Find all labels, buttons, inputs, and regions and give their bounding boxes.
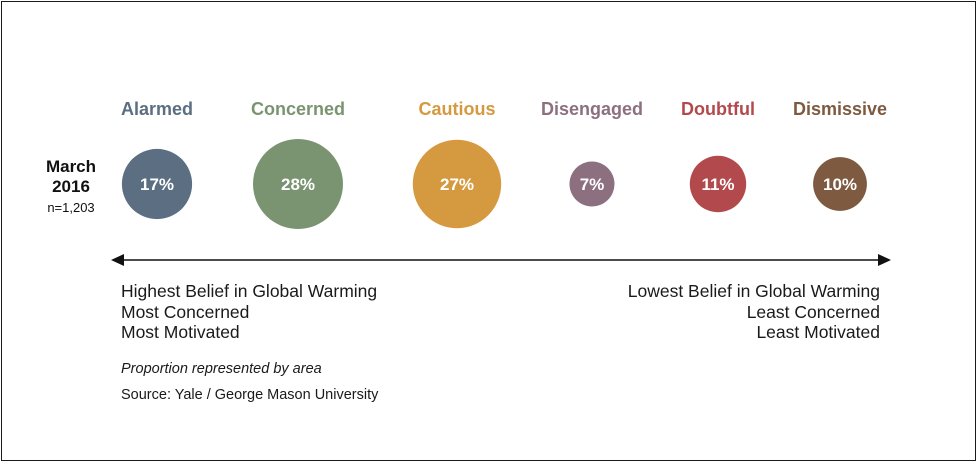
bubble-cautious — [412, 139, 502, 229]
bubble-concerned — [253, 139, 343, 229]
period-label: March 2016 — [30, 157, 112, 197]
left-end-line: Most Concerned — [121, 301, 250, 322]
left-end-line: Highest Belief in Global Warming — [121, 281, 378, 301]
segment-labels: Alarmed Concerned Cautious Disengaged Doubtf… — [121, 99, 887, 119]
bubble-value-disengaged: 7% — [580, 175, 605, 194]
sample-size: n=1,203 — [47, 200, 95, 215]
segment-label-disengaged: Disengaged — [541, 99, 643, 119]
bubble-value-cautious: 27% — [440, 175, 474, 194]
area-note: Proportion represented by area — [121, 361, 322, 377]
left-end-description: Highest Belief in Global Warming Most Co… — [121, 281, 377, 343]
right-end-line: Lowest Belief in Global Warming — [627, 281, 880, 301]
bubble-value-doubtful: 11% — [701, 175, 734, 194]
segment-label-concerned: Concerned — [251, 99, 345, 119]
right-end-description: Lowest Belief in Global Warming Least Co… — [560, 281, 880, 343]
bubble-dismissive — [813, 157, 867, 211]
bubble-alarmed — [121, 148, 193, 220]
bubbles: 17% 28% 27% 7% 11% 10% — [121, 139, 867, 229]
axis-arrow-right — [878, 254, 891, 266]
axis-arrow-left — [111, 254, 124, 266]
segment-label-cautious: Cautious — [418, 99, 495, 119]
bubble-doubtful — [689, 155, 747, 213]
bubble-disengaged — [569, 161, 615, 207]
segment-label-dismissive: Dismissive — [793, 99, 887, 119]
segment-label-doubtful: Doubtful — [681, 99, 755, 119]
left-end-line: Most Motivated — [121, 322, 240, 342]
bubble-value-alarmed: 17% — [140, 175, 174, 194]
period-year: 2016 — [52, 177, 90, 196]
segment-label-alarmed: Alarmed — [121, 99, 193, 119]
bubble-value-concerned: 28% — [281, 175, 315, 194]
belief-axis — [111, 254, 891, 266]
bubble-value-dismissive: 10% — [823, 175, 857, 194]
period-month: March — [45, 157, 97, 176]
source-credit: Source: Yale / George Mason University — [121, 387, 379, 403]
right-end-line: Least Motivated — [756, 322, 880, 342]
right-end-line: Least Concerned — [746, 301, 880, 322]
